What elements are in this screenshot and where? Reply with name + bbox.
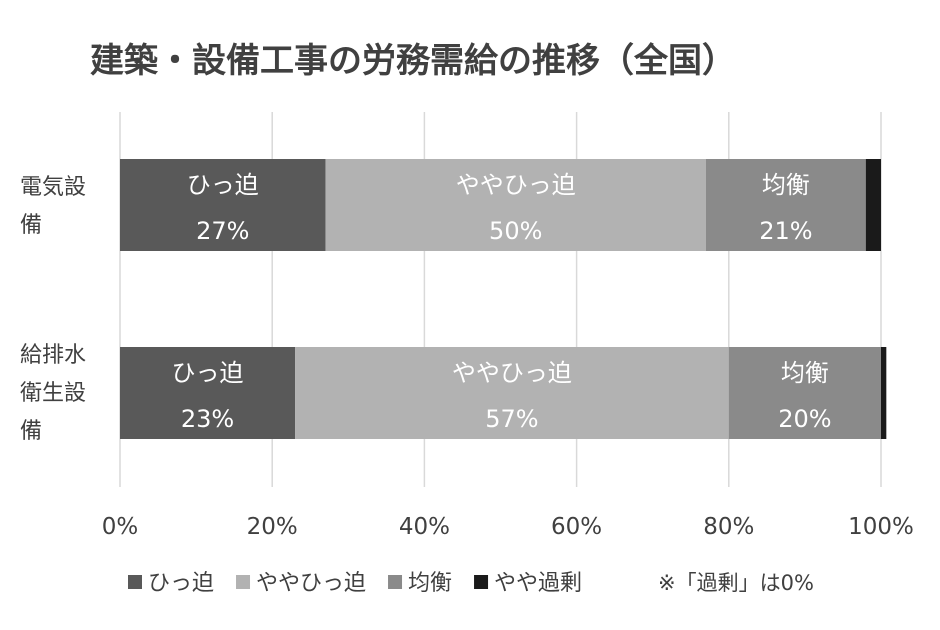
- legend: ひっ迫 ややひっ迫 均衡 やや過剰: [128, 571, 582, 596]
- data-label-value: 27%: [196, 217, 249, 245]
- bar-segment: [705, 159, 866, 251]
- data-label-name: ややひっ迫: [452, 359, 572, 387]
- chart-note: ※「過剰」は0%: [658, 571, 814, 595]
- data-label-value: 20%: [778, 405, 831, 433]
- category-label: 電気設: [20, 175, 86, 200]
- bars: ひっ迫 27% ややひっ迫 50% 均衡 21% ひっ迫 23% ややひっ迫 57% 均衡 20%: [120, 159, 887, 439]
- x-tick-label: 60%: [551, 514, 602, 540]
- category-label: 衛生設: [20, 381, 86, 406]
- bar-segment: [865, 159, 881, 251]
- x-tick-label: 80%: [703, 514, 754, 540]
- x-tick-label: 40%: [399, 514, 450, 540]
- data-label-name: ひっ迫: [187, 171, 259, 199]
- category-label: 備: [20, 213, 42, 238]
- bar-segment: [295, 347, 729, 439]
- bar-segment: [120, 159, 326, 251]
- bar-segment: [325, 159, 706, 251]
- bar-segment: [728, 347, 881, 439]
- data-label-name: 均衡: [781, 359, 829, 387]
- data-label-value: 21%: [759, 217, 812, 245]
- x-tick-label: 20%: [247, 514, 298, 540]
- legend-swatch: [236, 575, 251, 589]
- category-label: 備: [20, 419, 42, 444]
- legend-swatch: [128, 575, 142, 589]
- data-label-value: 23%: [181, 405, 234, 433]
- legend-label: ややひっ迫: [256, 571, 366, 596]
- legend-swatch: [388, 575, 403, 589]
- legend-swatch: [474, 575, 489, 589]
- legend-label: ひっ迫: [148, 571, 214, 596]
- data-label-name: ややひっ迫: [456, 171, 576, 199]
- bar-segment: [881, 347, 887, 439]
- data-label-name: 均衡: [762, 171, 810, 199]
- category-label: 給排水: [20, 343, 86, 368]
- legend-label: やや過剰: [494, 571, 582, 596]
- chart-title: 建築・設備工事の労務需給の推移（全国）: [90, 41, 736, 81]
- data-label-name: ひっ迫: [172, 359, 244, 387]
- x-tick-label: 100%: [848, 514, 914, 540]
- data-label-value: 50%: [489, 217, 542, 245]
- bar-segment: [120, 347, 296, 439]
- legend-label: 均衡: [408, 571, 452, 596]
- data-label-value: 57%: [485, 405, 538, 433]
- x-tick-label: 0%: [102, 514, 139, 540]
- x-axis-ticks: 0% 20% 40% 60% 80% 100%: [102, 514, 914, 540]
